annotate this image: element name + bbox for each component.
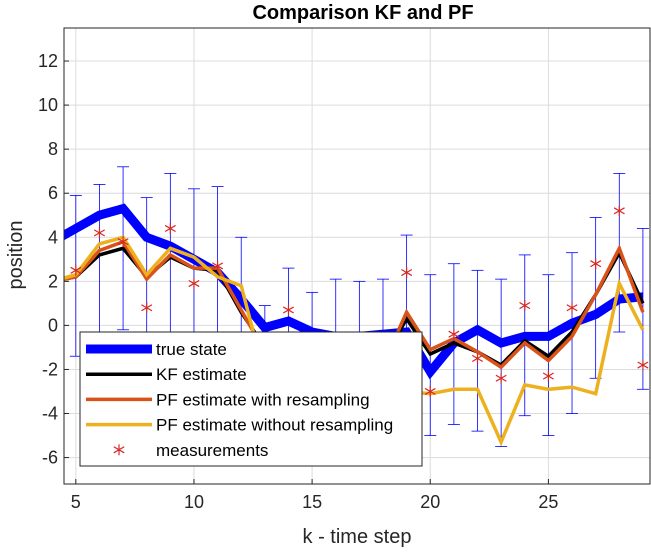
legend-item-kf-estimate: KF estimate [86,365,247,384]
y-tick-label: 8 [48,139,58,159]
legend-item-measurements: measurements [113,441,268,460]
legend-item-true-state: true state [86,340,227,359]
y-tick-label: 6 [48,183,58,203]
measurement-point [495,372,507,384]
measurement-point [401,267,413,279]
measurement-point [637,359,649,371]
y-tick-label: 2 [48,271,58,291]
legend-label: PF estimate without resampling [156,416,393,435]
y-tick-label: -4 [42,404,58,424]
x-axis-label: k - time step [303,526,412,548]
axis-ticks: 5 10 15 20 25 -6 -4 -2 0 2 4 6 8 10 12 [38,51,558,512]
legend-item-pf-estimate-with-resampling: PF estimate with resampling [86,390,370,409]
legend: true state KF estimate PF estimate with re… [79,331,423,467]
measurement-point [590,258,602,270]
y-tick-label: 12 [38,51,58,71]
y-axis-label: position [5,221,27,290]
measurement-point [212,260,224,272]
x-tick-label: 5 [71,492,81,512]
legend-item-pf-estimate-without-resampling: PF estimate without resampling [86,416,393,435]
measurement-point [519,300,531,312]
legend-label: measurements [156,441,268,460]
measurement-point [93,227,105,239]
measurement-point [188,278,200,290]
x-tick-label: 15 [302,492,322,512]
legend-label: true state [156,340,227,359]
measurement-point [471,352,484,364]
x-tick-label: 25 [538,492,558,512]
measurement-point [566,302,578,314]
x-tick-label: 10 [184,492,204,512]
legend-label: PF estimate with resampling [156,390,370,409]
measurement-point [141,302,153,314]
measurement-point [70,264,82,276]
measurement-point [613,205,625,217]
legend-label: KF estimate [156,365,247,384]
chart-title: Comparison KF and PF [252,2,473,24]
axes-box [63,27,651,485]
measurement-point [542,370,554,382]
x-tick-label: 20 [420,492,440,512]
measurement-point [164,222,176,234]
y-tick-label: 4 [48,227,58,247]
y-tick-label: 10 [38,95,58,115]
measurement-point [282,304,295,316]
measurement-point [117,236,129,248]
y-tick-label: 0 [48,315,58,335]
measurement-point [424,385,436,397]
measurement-point [113,444,125,456]
measurement-point [448,328,460,340]
y-tick-label: -2 [42,359,58,379]
y-tick-label: -6 [42,448,58,468]
